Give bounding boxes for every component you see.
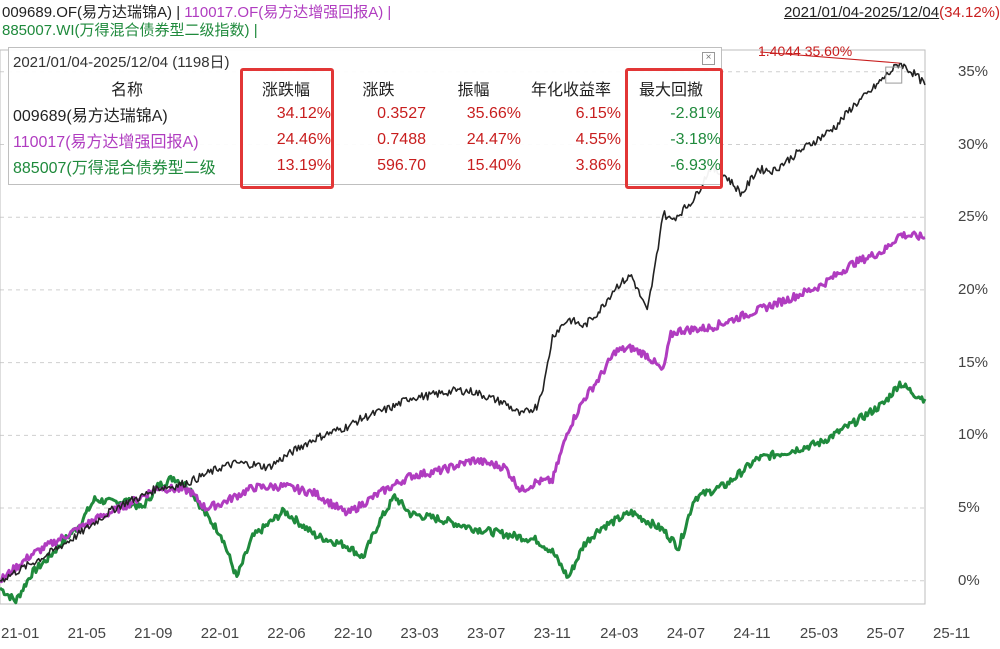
legend-entry-2-1: | xyxy=(249,22,258,39)
x-tick-label: 24-11 xyxy=(733,625,771,642)
stats-table: 名称 涨跌幅 涨跌 振幅 年化收益率 最大回撤 009689(易方达瑞锦A) 3… xyxy=(9,75,721,179)
close-icon[interactable]: × xyxy=(702,52,715,65)
x-tick-label: 23-11 xyxy=(533,625,571,642)
x-tick-label: 25-11 xyxy=(933,625,971,642)
peak-marker-box xyxy=(885,66,903,84)
peak-marker xyxy=(759,51,903,84)
row-change: 0.3527 xyxy=(377,105,426,122)
row-max-drawdown: -2.81% xyxy=(670,105,721,122)
row-change: 596.70 xyxy=(377,157,426,174)
table-row[interactable]: 110017(易方达增强回报A) 24.46% 0.7488 24.47% 4.… xyxy=(9,127,721,153)
x-tick-label: 22-10 xyxy=(333,625,373,642)
legend-entry-1: | xyxy=(172,4,185,21)
y-tick-label: 25% xyxy=(958,208,989,226)
y-tick-label: 20% xyxy=(958,280,989,298)
col-header-change-pct[interactable]: 涨跌幅 xyxy=(261,82,310,99)
y-tick-label: 5% xyxy=(958,499,980,517)
table-row[interactable]: 885007(万得混合债券型二级 13.19% 596.70 15.40% 3.… xyxy=(9,153,721,179)
date-range-header[interactable]: 2021/01/04-2025/12/04(34.12%) xyxy=(784,4,1000,22)
row-name: 110017(易方达增强回报A) xyxy=(13,134,199,151)
row-amplitude: 35.66% xyxy=(466,105,521,122)
x-tick-label: 24-03 xyxy=(600,625,639,642)
range-return: (34.12%) xyxy=(939,4,1000,21)
x-tick-label: 22-06 xyxy=(267,625,306,642)
row-annual-return: 4.55% xyxy=(575,131,621,148)
x-tick-label: 22-01 xyxy=(200,625,240,642)
x-tick-label: 25-07 xyxy=(866,625,905,642)
col-header-amplitude[interactable]: 振幅 xyxy=(457,82,490,99)
series-line-purple xyxy=(0,230,926,584)
series-line-black xyxy=(0,62,926,583)
legend-entry-2-0: 885007.WI(万得混合债券型二级指数) xyxy=(2,22,250,39)
col-header-change[interactable]: 涨跌 xyxy=(362,82,395,99)
highlight-box-change-pct xyxy=(240,68,334,189)
x-tick-label: 23-03 xyxy=(400,625,439,642)
row-max-drawdown: -3.18% xyxy=(670,131,721,148)
y-tick-label: 15% xyxy=(958,353,989,371)
x-tick-label: 24-07 xyxy=(666,625,706,642)
y-tick-label: 35% xyxy=(958,62,989,80)
highlight-box-max-drawdown xyxy=(625,68,723,189)
date-range[interactable]: 2021/01/04-2025/12/04 xyxy=(783,4,940,21)
table-row[interactable]: 009689(易方达瑞锦A) 34.12% 0.3527 35.66% 6.15… xyxy=(9,101,721,127)
legend-entry-3: | xyxy=(383,4,392,21)
row-annual-return: 6.15% xyxy=(575,105,621,122)
peak-leader-line xyxy=(759,51,900,64)
y-tick-label: 30% xyxy=(958,135,989,153)
y-tick-label: 10% xyxy=(958,426,989,444)
row-change-pct: 13.19% xyxy=(276,157,331,174)
row-amplitude: 15.40% xyxy=(466,157,521,174)
x-tick-label: 21-01 xyxy=(1,625,40,642)
x-tick-label: 23-07 xyxy=(467,625,506,642)
legend-entry-0: 009689.OF(易方达瑞锦A) xyxy=(2,4,173,21)
table-header-row: 名称 涨跌幅 涨跌 振幅 年化收益率 最大回撤 xyxy=(9,75,721,101)
row-name: 009689(易方达瑞锦A) xyxy=(13,108,168,125)
row-change: 0.7488 xyxy=(377,131,426,148)
panel-title: 2021/01/04-2025/12/04 (1198日) xyxy=(13,54,230,71)
row-annual-return: 3.86% xyxy=(575,157,621,174)
col-header-annual-return[interactable]: 年化收益率 xyxy=(530,82,611,99)
stats-panel: 2021/01/04-2025/12/04 (1198日) × 名称 涨跌幅 涨… xyxy=(8,47,722,185)
col-header-name[interactable]: 名称 xyxy=(110,82,143,99)
row-max-drawdown: -6.93% xyxy=(670,157,721,174)
row-change-pct: 24.46% xyxy=(276,131,331,148)
y-tick-label: 0% xyxy=(958,571,980,589)
row-change-pct: 34.12% xyxy=(276,105,331,122)
x-tick-label: 21-09 xyxy=(134,625,173,642)
legend-line-2: 885007.WI(万得混合债券型二级指数) | xyxy=(2,22,258,40)
x-tick-label: 25-03 xyxy=(799,625,839,642)
series-line-green xyxy=(0,380,927,605)
chart-series xyxy=(0,62,927,605)
x-tick-label: 21-05 xyxy=(67,625,106,642)
row-amplitude: 24.47% xyxy=(466,131,521,148)
row-name: 885007(万得混合债券型二级 xyxy=(13,160,216,177)
legend-line-1: 009689.OF(易方达瑞锦A) | 110017.OF(易方达增强回报A) … xyxy=(2,4,391,22)
legend-entry-2: 110017.OF(易方达增强回报A) xyxy=(184,4,384,21)
col-header-max-drawdown[interactable]: 最大回撤 xyxy=(638,82,703,99)
peak-value-label: 1.4044 35.60% xyxy=(758,43,853,59)
